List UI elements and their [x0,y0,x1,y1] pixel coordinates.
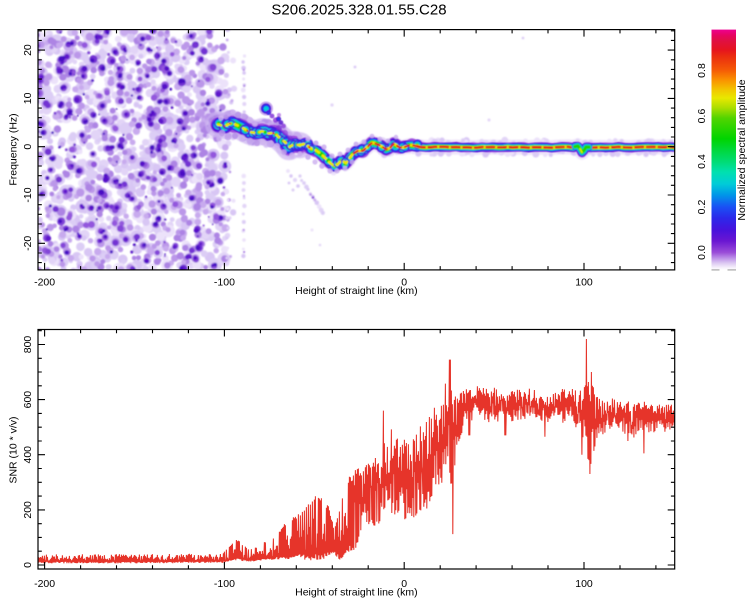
svg-text:SNR (10 * v/v): SNR (10 * v/v) [7,416,19,483]
svg-text:100: 100 [575,578,593,590]
svg-text:10: 10 [22,92,34,104]
svg-text:-200: -200 [34,578,55,590]
svg-text:0: 0 [22,144,34,150]
svg-text:0: 0 [401,578,407,590]
svg-text:Height of straight line (km): Height of straight line (km) [295,285,418,297]
svg-text:200: 200 [22,501,34,519]
svg-text:600: 600 [22,391,34,409]
svg-text:0.0: 0.0 [696,245,708,260]
svg-text:Frequency (Hz): Frequency (Hz) [7,113,19,185]
svg-text:0.4: 0.4 [696,154,708,169]
svg-text:Height of straight line (km): Height of straight line (km) [295,587,418,599]
svg-text:0.2: 0.2 [696,200,708,215]
svg-text:0.8: 0.8 [696,63,708,78]
svg-text:800: 800 [22,336,34,354]
svg-text:0.6: 0.6 [696,109,708,124]
svg-text:-20: -20 [22,236,34,251]
svg-text:S206.2025.328.01.55.C28: S206.2025.328.01.55.C28 [271,2,446,19]
svg-text:400: 400 [22,446,34,464]
svg-text:-10: -10 [22,187,34,202]
svg-text:0: 0 [401,276,407,288]
svg-text:-100: -100 [214,578,235,590]
svg-text:-200: -200 [34,276,55,288]
svg-text:Normalized spectral amplitude: Normalized spectral amplitude [736,79,748,220]
svg-text:20: 20 [22,44,34,56]
svg-text:0: 0 [22,562,34,568]
svg-text:-100: -100 [214,276,235,288]
svg-text:100: 100 [575,276,593,288]
